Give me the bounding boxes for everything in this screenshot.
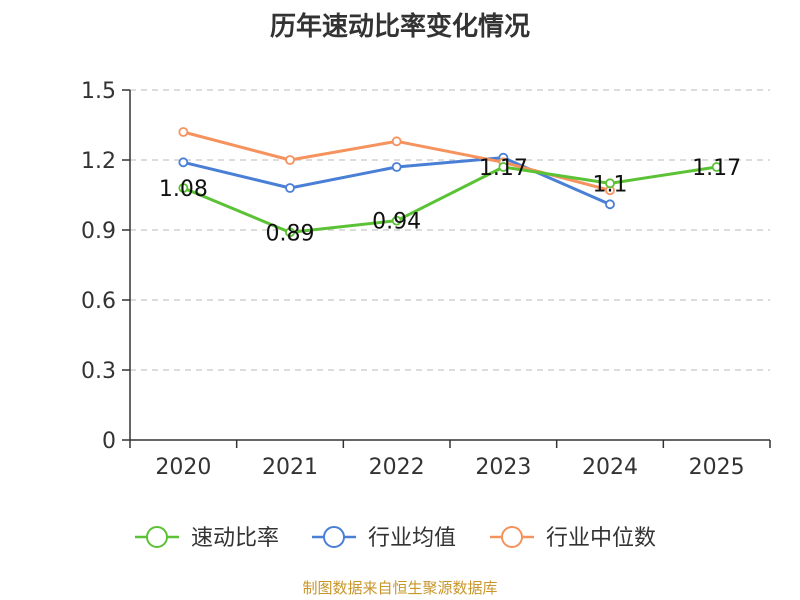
data-point bbox=[285, 183, 295, 193]
y-ticks: 0 0.3 0.6 0.9 1.2 1.5 bbox=[81, 79, 130, 454]
source-note: 制图数据来自恒生聚源数据库 bbox=[302, 579, 498, 597]
legend-swatch-marker bbox=[323, 526, 345, 548]
x-tick-label: 2022 bbox=[369, 455, 425, 480]
legend-item[interactable]: 速动比率 bbox=[135, 526, 279, 551]
legend-swatch-marker bbox=[501, 526, 523, 548]
x-tick-label: 2024 bbox=[582, 455, 638, 480]
y-tick-label: 0.6 bbox=[81, 289, 116, 314]
legend-label: 行业中位数 bbox=[546, 526, 656, 551]
legend-label: 速动比率 bbox=[191, 526, 279, 551]
data-point bbox=[178, 127, 189, 137]
data-point bbox=[391, 136, 402, 147]
legend-item[interactable]: 行业均值 bbox=[312, 526, 456, 551]
data-point bbox=[391, 215, 402, 226]
data-point bbox=[178, 183, 189, 193]
legend-swatch-marker bbox=[146, 526, 168, 548]
legend[interactable]: 速动比率 行业均值 行业中位数 bbox=[135, 526, 656, 551]
data-label: 1.1 bbox=[593, 172, 628, 197]
y-tick-label: 1.5 bbox=[81, 79, 116, 104]
x-tick-label: 2023 bbox=[475, 455, 531, 480]
x-tick-label: 2025 bbox=[689, 455, 745, 480]
data-label: 0.89 bbox=[266, 221, 315, 246]
y-tick-label: 0.3 bbox=[81, 359, 116, 384]
grid-lines bbox=[130, 89, 770, 371]
y-tick-label: 1.2 bbox=[81, 149, 116, 174]
series-line bbox=[182, 165, 717, 234]
legend-item[interactable]: 行业中位数 bbox=[490, 526, 656, 551]
data-point bbox=[498, 162, 509, 172]
data-label: 0.94 bbox=[372, 210, 421, 235]
data-point bbox=[391, 162, 402, 172]
y-tick-label: 0 bbox=[102, 429, 116, 454]
data-point bbox=[605, 178, 615, 189]
series bbox=[178, 127, 722, 238]
x-tick-label: 2020 bbox=[155, 455, 211, 480]
data-point bbox=[605, 199, 615, 210]
data-point bbox=[285, 155, 295, 165]
data-point bbox=[711, 162, 722, 172]
y-tick-label: 0.9 bbox=[81, 219, 116, 244]
x-tick-label: 2021 bbox=[262, 455, 318, 480]
data-label: 1.17 bbox=[692, 156, 741, 181]
data-point bbox=[285, 227, 295, 238]
data-label: 1.08 bbox=[159, 177, 208, 202]
data-label: 1.17 bbox=[479, 156, 528, 181]
data-point bbox=[178, 157, 189, 168]
chart-title: 历年速动比率变化情况 bbox=[269, 12, 530, 42]
legend-label: 行业均值 bbox=[368, 526, 456, 551]
x-ticks: 2020 2021 2022 2023 2024 2025 bbox=[129, 440, 771, 480]
data-labels: 1.08 0.89 0.94 1.17 1.1 1.17 bbox=[159, 156, 741, 246]
